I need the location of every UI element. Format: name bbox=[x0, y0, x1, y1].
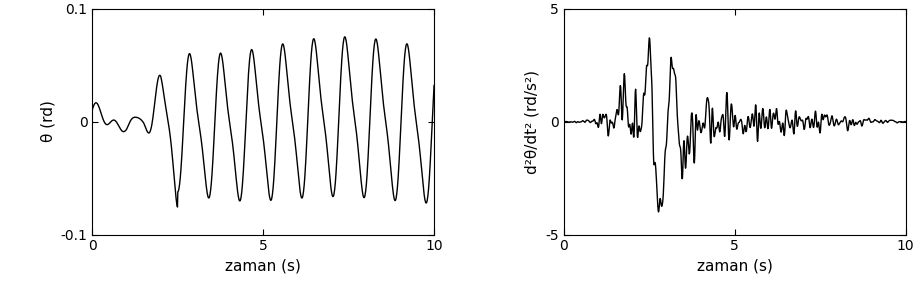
Y-axis label: d²θ/dt² (rd/s²): d²θ/dt² (rd/s²) bbox=[525, 69, 540, 174]
Y-axis label: θ (rd): θ (rd) bbox=[40, 101, 55, 142]
X-axis label: zaman (s): zaman (s) bbox=[225, 259, 301, 274]
X-axis label: zaman (s): zaman (s) bbox=[697, 259, 772, 274]
